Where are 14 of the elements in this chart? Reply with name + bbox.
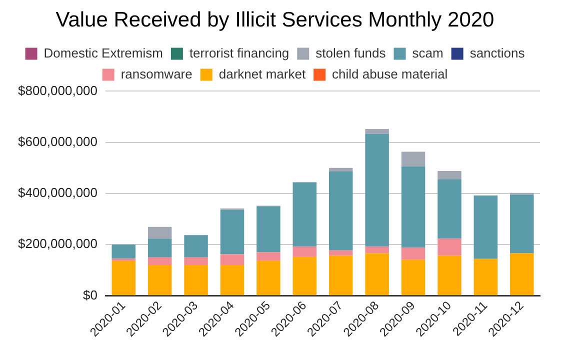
legend-label: darknet market	[218, 66, 306, 82]
legend-label: child abuse material	[332, 66, 448, 82]
legend-label: sanctions	[470, 45, 526, 60]
chart-title: Value Received by Illicit Services Monthly 2020	[56, 8, 494, 32]
y-tick-label: $800,000,000	[18, 82, 98, 98]
y-tick-label: $0	[83, 287, 98, 302]
y-tick-label: $400,000,000	[18, 185, 98, 200]
y-tick-label: $200,000,000	[18, 236, 98, 252]
legend-label: Domestic Extremism	[44, 45, 163, 60]
legend-label: scam	[412, 45, 444, 60]
y-tick-label: $600,000,000	[18, 134, 98, 149]
legend-label: stolen funds	[316, 45, 386, 60]
legend-label: terrorist financing	[189, 45, 290, 60]
legend-label: ransomware	[120, 66, 192, 82]
